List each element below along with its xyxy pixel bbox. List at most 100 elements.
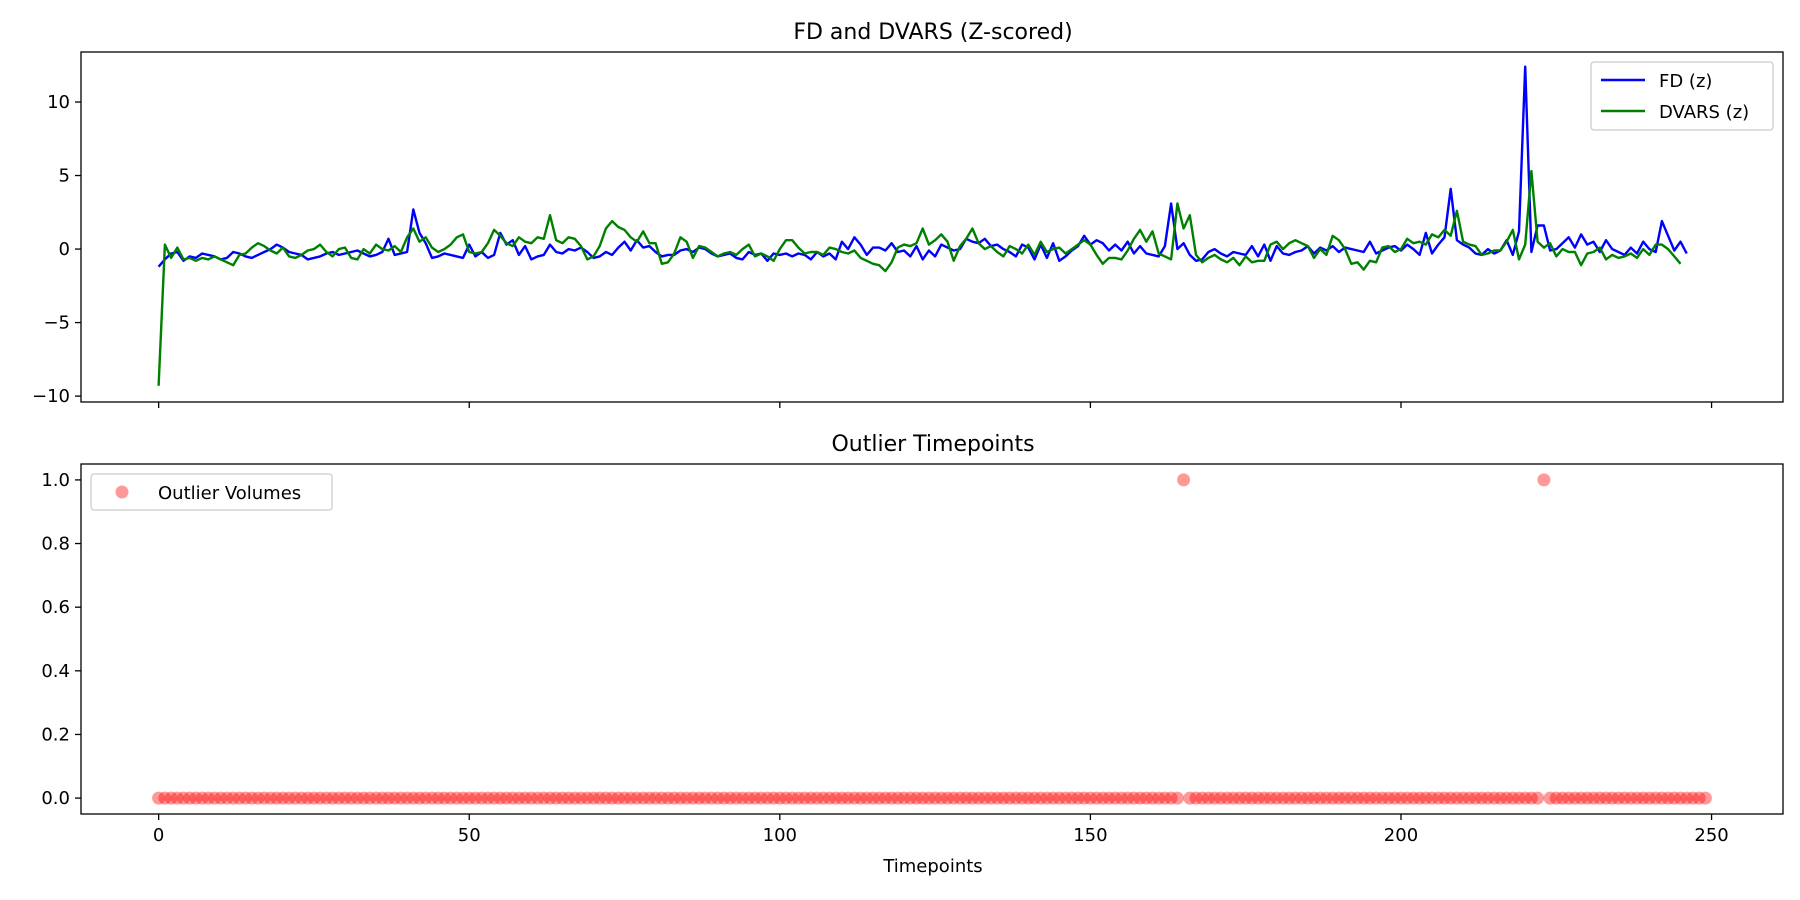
legend-label-fd: FD (z) [1659, 71, 1712, 92]
outlier-point [518, 791, 532, 805]
outlier-point [481, 791, 495, 805]
outlier-point [350, 791, 364, 805]
outlier-point [1282, 791, 1296, 805]
outlier-point [1003, 791, 1017, 805]
outlier-point [1419, 791, 1433, 805]
legend: FD (z) DVARS (z) [1590, 61, 1774, 131]
outlier-point [1394, 791, 1408, 805]
outlier-point [860, 791, 874, 805]
outlier-point [1462, 791, 1476, 805]
outlier-point [1177, 473, 1191, 487]
outlier-point [177, 791, 190, 805]
outlier-point [1524, 791, 1538, 805]
outlier-point [829, 791, 843, 805]
outlier-point [1077, 791, 1091, 805]
outlier-point [1611, 791, 1625, 805]
outlier-point [711, 791, 725, 805]
outlier-point [1481, 791, 1495, 805]
outlier-point [916, 791, 930, 805]
outlier-point [1438, 791, 1451, 805]
outlier-point [475, 791, 489, 805]
outlier-point [493, 791, 507, 805]
outlier-point [667, 791, 681, 805]
y-tick-label: −5 [43, 313, 70, 334]
outlier-point [1059, 791, 1073, 805]
outlier-point [257, 791, 271, 805]
outlier-point [500, 791, 513, 805]
outlier-point [1326, 791, 1340, 805]
outlier-point [1444, 791, 1458, 805]
outlier-point [698, 791, 712, 805]
outlier-point [1537, 473, 1551, 487]
outlier-point [1009, 791, 1023, 805]
outlier-point [965, 791, 979, 805]
outlier-point [1493, 791, 1507, 805]
legend-label-dvars: DVARS (z) [1659, 102, 1749, 123]
outlier-point [543, 791, 557, 805]
outlier-point [897, 791, 911, 805]
outlier-point [1121, 791, 1135, 805]
outlier-point [1164, 791, 1178, 805]
outlier-point [1630, 791, 1644, 805]
outlier-point [1015, 791, 1029, 805]
outlier-point [754, 791, 768, 805]
outlier-point [1698, 791, 1712, 805]
outlier-point [375, 791, 389, 805]
y-tick-label: 0.8 [41, 534, 70, 555]
outlier-point [872, 791, 886, 805]
outlier-point [885, 791, 899, 805]
outlier-point [1549, 791, 1563, 805]
outlier-point [791, 791, 805, 805]
outlier-point [1649, 791, 1663, 805]
outlier-point [934, 791, 948, 805]
outlier-point [816, 791, 830, 805]
outlier-point [941, 791, 954, 805]
outlier-point [891, 791, 905, 805]
outlier-point [1220, 791, 1234, 805]
y-tick-label: 0 [59, 239, 70, 260]
outlier-point [170, 791, 184, 805]
outlier-point [1674, 791, 1687, 805]
outlier-point [1170, 791, 1184, 805]
outlier-point [232, 791, 246, 805]
y-tick-label: 0.6 [41, 597, 70, 618]
outlier-point [437, 791, 451, 805]
outlier-point [400, 791, 414, 805]
outlier-point [1133, 791, 1147, 805]
outlier-point [1288, 791, 1302, 805]
outlier-point [1201, 791, 1215, 805]
outlier-point [357, 791, 371, 805]
outlier-point [717, 791, 731, 805]
outlier-point [1046, 791, 1060, 805]
outlier-point [1065, 791, 1079, 805]
outlier-point [394, 791, 408, 805]
outlier-point [1239, 791, 1253, 805]
outlier-point [1593, 791, 1607, 805]
outlier-point [673, 791, 687, 805]
outlier-point [810, 791, 824, 805]
y-tick-label: −10 [32, 386, 70, 407]
outlier-point [313, 791, 327, 805]
outlier-point [214, 791, 228, 805]
outlier-point [1692, 791, 1706, 805]
outlier-point [208, 791, 222, 805]
outlier-point [866, 791, 880, 805]
outlier-point [568, 791, 582, 805]
outlier-point [431, 791, 445, 805]
outlier-point [1295, 791, 1309, 805]
outlier-panel: Outlier Timepoints 0.0 0.2 0.4 0.6 0.8 1.0 0 5… [41, 432, 1784, 877]
outlier-point [332, 791, 346, 805]
outlier-point [1189, 791, 1203, 805]
outlier-point [531, 791, 545, 805]
x-tick-label: 200 [1384, 825, 1418, 846]
legend-box [90, 473, 333, 511]
outlier-point [1680, 791, 1694, 805]
chart-title: FD and DVARS (Z-scored) [793, 20, 1072, 45]
outlier-point [947, 791, 961, 805]
outlier-point [1568, 791, 1582, 805]
outlier-point [1450, 791, 1464, 805]
x-tick-label: 0 [153, 825, 164, 846]
outlier-point [773, 791, 787, 805]
outlier-point [1431, 791, 1445, 805]
outlier-point [1487, 791, 1501, 805]
